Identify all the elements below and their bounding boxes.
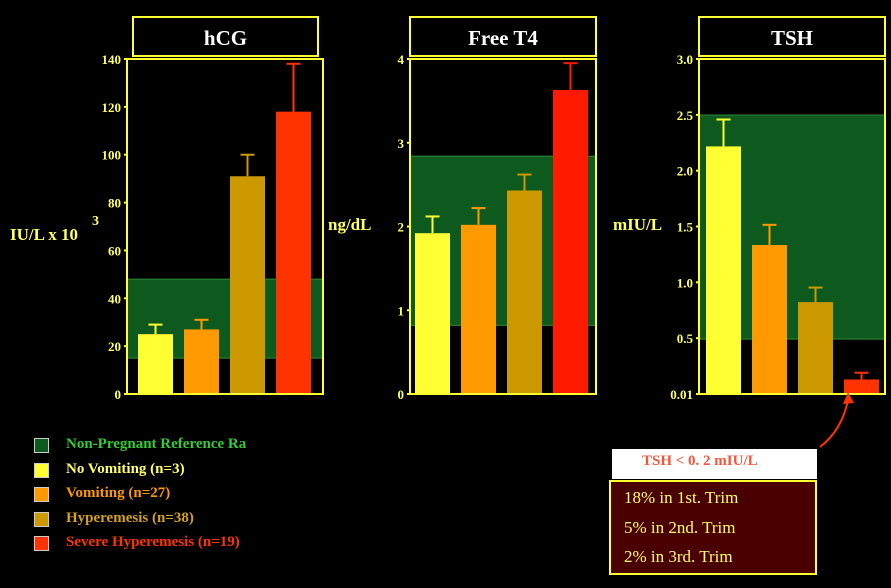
bar (706, 146, 741, 394)
y-axis-label: ng/dL (328, 215, 371, 234)
chart-title: hCG (204, 26, 247, 50)
y-axis-label: IU/L x 10 (10, 225, 78, 244)
bar (415, 233, 450, 394)
y-tick-label: 40 (108, 291, 121, 306)
y-tick-label: 80 (108, 196, 121, 211)
bar (138, 334, 173, 394)
y-tick-label: 1.0 (677, 275, 693, 290)
bar (276, 111, 311, 395)
callout-arrowhead (843, 392, 854, 404)
bar (230, 176, 265, 394)
y-tick-label: 2.5 (677, 108, 694, 123)
plot-frame (126, 58, 324, 395)
y-tick-label: 4 (398, 52, 405, 67)
bar (752, 244, 787, 394)
trimester-line-1: 18% in 1st. Trim (624, 488, 739, 507)
y-tick-label: 2 (398, 220, 405, 235)
tsh-threshold-text: TSH < 0. 2 mIU/L (642, 453, 758, 469)
y-tick-label: 20 (108, 339, 121, 354)
y-tick-label: 2.0 (677, 164, 693, 179)
legend-label: No Vomiting (n=3) (66, 460, 185, 477)
legend-swatch (34, 536, 49, 551)
y-tick-label: 0 (115, 387, 122, 402)
chart-title-box (132, 16, 319, 57)
trimester-line-2: 5% in 2nd. Trim (624, 518, 736, 537)
bar (461, 224, 496, 394)
bar (507, 190, 542, 394)
y-tick-label: 140 (102, 52, 122, 67)
bar (553, 89, 588, 395)
y-tick-label: 100 (102, 148, 122, 163)
legend-label: Vomiting (n=27) (66, 485, 171, 501)
y-tick-label: 1.5 (677, 220, 694, 235)
legend-swatch (34, 438, 49, 453)
legend-label: Severe Hyperemesis (n=19) (66, 534, 240, 550)
y-tick-label: 1 (398, 303, 405, 318)
y-axis-label-superscript: 3 (92, 214, 99, 229)
trimester-line-3: 2% in 3rd. Trim (624, 547, 733, 566)
legend-label: Non-Pregnant Reference Ra (66, 436, 247, 452)
legend-swatch (34, 462, 49, 478)
chart-title-box (409, 16, 597, 57)
legend-swatch (34, 487, 49, 502)
legend-label: Hyperemesis (n=38) (66, 509, 194, 526)
y-tick-label: 0 (398, 387, 405, 402)
callout-arrow (819, 399, 849, 448)
bar (844, 379, 879, 394)
bar (798, 302, 833, 394)
y-tick-label: 0.5 (677, 331, 694, 346)
y-tick-label: 3 (398, 136, 405, 151)
y-axis-label: mIU/L (613, 215, 662, 234)
chart-title: Free T4 (468, 26, 538, 50)
bar (184, 329, 219, 394)
chart-title-box (698, 16, 886, 57)
trimester-box: 18% in 1st. Trim 5% in 2nd. Trim 2% in 3… (609, 480, 817, 575)
legend-swatch (34, 511, 49, 527)
chart-title: TSH (771, 26, 813, 50)
y-tick-label: 120 (102, 100, 122, 115)
tsh-threshold-note: TSH < 0. 2 mIU/L (612, 449, 817, 479)
y-tick-label: 0.01 (670, 387, 693, 402)
y-tick-label: 3.0 (677, 52, 693, 67)
y-tick-label: 60 (108, 243, 121, 258)
